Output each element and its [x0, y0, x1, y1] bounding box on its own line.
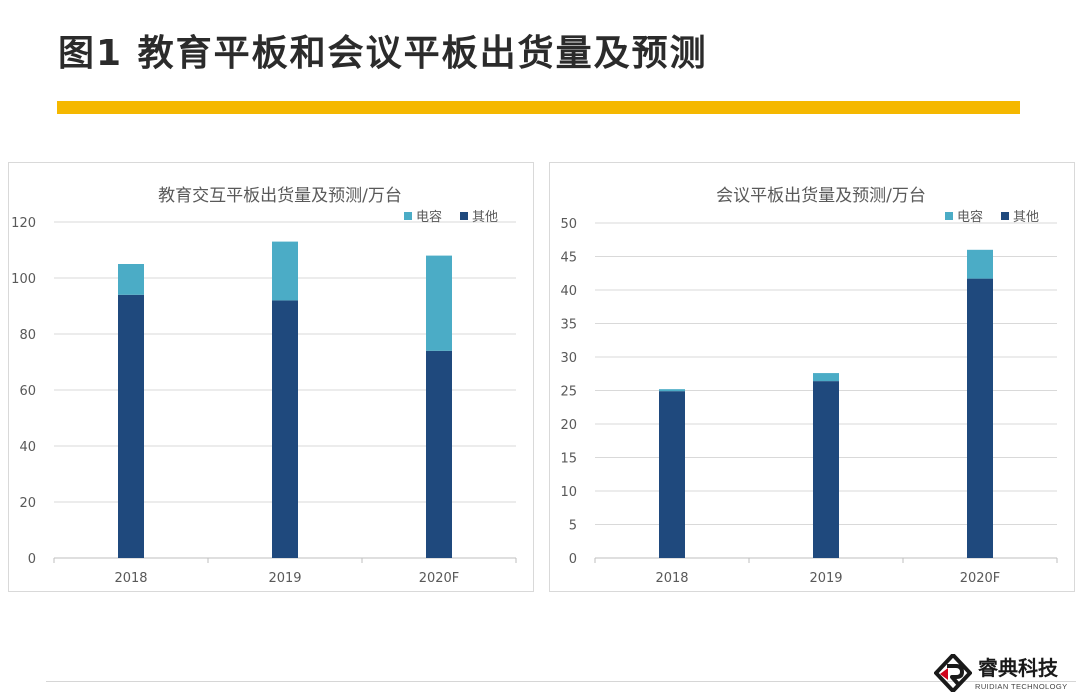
y-tick-label: 40	[560, 284, 577, 299]
chart-title: 会议平板出货量及预测/万台	[716, 186, 926, 206]
meeting-panel-chart: 会议平板出货量及预测/万台 0 5 10 15 20 25 30 35 40 45 50 2018 201…	[549, 162, 1075, 592]
y-tick-label: 30	[560, 351, 577, 366]
y-tick-label: 60	[19, 384, 36, 399]
y-tick-label: 15	[560, 452, 577, 467]
ruidian-logo: 睿典科技 RUIDIAN TECHNOLOGY	[934, 652, 1074, 694]
y-tick-label: 80	[19, 328, 36, 343]
legend-label: 其他	[1013, 210, 1039, 225]
legend-swatch	[460, 212, 468, 220]
legend-label: 电容	[957, 209, 983, 225]
logo-name: 睿典科技	[978, 656, 1058, 680]
bar-qita	[272, 300, 298, 558]
legend-label: 其他	[472, 210, 498, 225]
bar-qita	[967, 278, 993, 558]
footer-divider	[46, 681, 1076, 682]
bar-dianrong	[813, 373, 839, 382]
bar-dianrong	[426, 255, 452, 351]
x-tick-label: 2018	[655, 571, 688, 586]
education-panel-chart: 教育交互平板出货量及预测/万台 0 20 40 60 80 100 120 2018 2019 20…	[8, 162, 534, 592]
x-tick-label: 2019	[809, 571, 842, 586]
bar-qita	[659, 391, 685, 558]
y-tick-label: 45	[560, 251, 577, 266]
y-tick-label: 100	[11, 272, 36, 287]
bar-dianrong	[272, 241, 298, 301]
bar-dianrong	[967, 249, 993, 279]
y-tick-label: 50	[560, 217, 577, 232]
education-panel-chart-svg: 教育交互平板出货量及预测/万台 0 20 40 60 80 100 120 2018 2019 20…	[11, 186, 517, 586]
legend-swatch	[404, 212, 412, 220]
bar-qita	[813, 381, 839, 558]
y-tick-label: 5	[569, 519, 577, 534]
meeting-panel-chart-svg: 会议平板出货量及预测/万台 0 5 10 15 20 25 30 35 40 45 50 2018 201…	[560, 186, 1058, 586]
legend-swatch	[1001, 212, 1009, 220]
chart-title: 教育交互平板出货量及预测/万台	[158, 186, 402, 206]
logo-subtitle: RUIDIAN TECHNOLOGY	[975, 682, 1068, 691]
legend-label: 电容	[416, 209, 442, 225]
y-tick-label: 20	[19, 496, 36, 511]
page-title: 图1 教育平板和会议平板出货量及预测	[58, 33, 708, 74]
y-tick-label: 35	[560, 318, 577, 333]
x-tick-label: 2018	[114, 571, 147, 586]
y-tick-label: 0	[569, 552, 577, 567]
legend-swatch	[945, 212, 953, 220]
y-tick-label: 20	[560, 418, 577, 433]
bar-qita	[426, 350, 452, 558]
y-tick-label: 10	[560, 485, 577, 500]
y-tick-label: 120	[11, 216, 36, 231]
ruidian-logo-icon	[934, 654, 972, 692]
y-tick-label: 25	[560, 385, 577, 400]
bar-dianrong	[118, 264, 144, 295]
x-tick-label: 2019	[268, 571, 301, 586]
y-tick-label: 0	[28, 552, 36, 567]
bar-dianrong	[659, 389, 685, 392]
title-accent-bar	[57, 101, 1020, 114]
x-tick-label: 2020F	[419, 571, 460, 586]
y-tick-label: 40	[19, 440, 36, 455]
bar-qita	[118, 294, 144, 558]
x-tick-label: 2020F	[960, 571, 1001, 586]
